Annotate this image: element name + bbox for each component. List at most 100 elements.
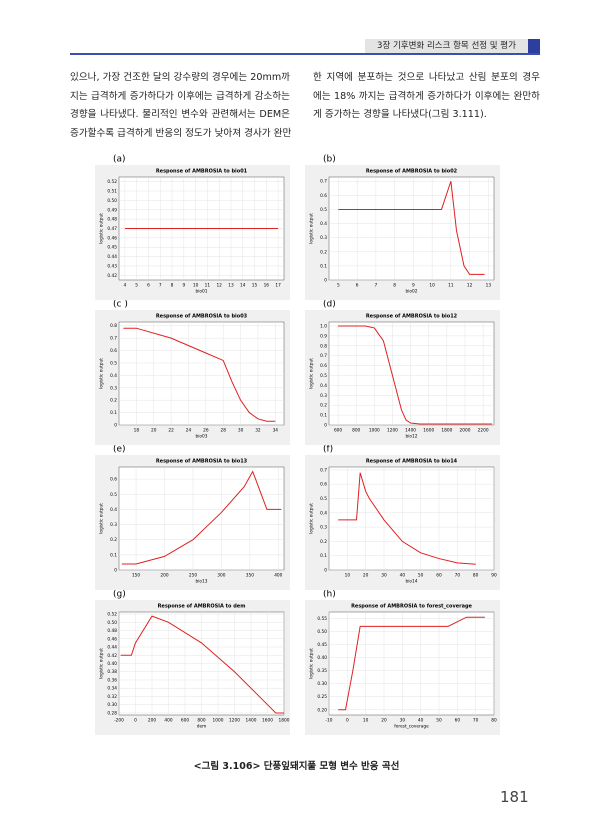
y-tick-label: 0.30 <box>107 702 117 708</box>
y-tick-label: 0.7 <box>320 179 327 185</box>
x-tick-label: 70 <box>455 573 461 579</box>
y-tick-label: 0.40 <box>107 661 117 667</box>
x-tick-label: 2200 <box>478 428 489 434</box>
x-tick-label: 5 <box>337 283 340 289</box>
y-tick-label: 0.3 <box>320 235 327 241</box>
x-tick-label: 0 <box>346 718 349 724</box>
x-axis-label: bio13 <box>195 579 207 585</box>
x-axis-label: bio14 <box>405 579 417 585</box>
x-tick-label: 20 <box>363 573 369 579</box>
y-tick-label: 0.3 <box>320 393 327 399</box>
x-tick-label: 50 <box>418 573 424 579</box>
x-tick-label: 1400 <box>246 718 257 724</box>
x-tick-label: 150 <box>132 573 140 579</box>
x-tick-label: 6 <box>147 283 150 289</box>
response-curve <box>338 472 476 565</box>
text-line: 지는 급격하게 증가하다가 이후에는 급격하게 감소하는 <box>70 90 290 102</box>
y-axis-label: logistic output <box>99 358 105 389</box>
chart-title: Response of AMBROSIA to bio02 <box>366 169 458 175</box>
y-tick-label: 0.50 <box>317 629 327 635</box>
y-axis-label: logistic output <box>309 213 315 244</box>
y-tick-label: 0.28 <box>107 710 117 716</box>
y-tick-label: 0.3 <box>320 525 327 531</box>
panel-label: (d) <box>323 300 336 310</box>
right-column: 한 지역에 분포하는 것으로 나타났고 산림 분포의 경우 에는 18% 까지는 … <box>313 69 540 125</box>
y-tick-label: 0.2 <box>110 398 117 404</box>
y-tick-label: 0.6 <box>110 348 117 354</box>
header-rule <box>70 53 540 55</box>
text-line: 에는 18% 까지는 급격하게 증가하다가 이후에는 완만하 <box>313 90 540 102</box>
y-tick-label: 0.5 <box>110 360 117 366</box>
x-axis-label: bio01 <box>195 289 207 295</box>
x-tick-label: 600 <box>181 718 189 724</box>
x-tick-label: 13 <box>486 283 492 289</box>
y-tick-label: 0.5 <box>320 207 327 213</box>
x-tick-label: 5 <box>135 283 138 289</box>
x-tick-label: 22 <box>168 428 174 434</box>
x-tick-label: 8 <box>393 283 396 289</box>
x-tick-label: 1400 <box>405 428 416 434</box>
page-number: 181 <box>500 788 529 806</box>
x-tick-label: 13 <box>228 283 234 289</box>
caption: <그림 3.106> 단풍잎돼지풀 모형 변수 반응 곡선 <box>193 761 400 772</box>
x-tick-label: 400 <box>164 718 172 724</box>
response-curve <box>338 181 485 275</box>
x-tick-label: 400 <box>274 573 282 579</box>
chart-title: Response of AMBROSIA to bio03 <box>156 314 248 320</box>
y-tick-label: 0.4 <box>320 383 327 389</box>
x-tick-label: 11 <box>448 283 454 289</box>
x-tick-label: 32 <box>255 428 261 434</box>
x-tick-label: 17 <box>275 283 281 289</box>
x-tick-label: -200 <box>114 718 124 724</box>
plot-area <box>328 466 495 571</box>
y-tick-label: 0.55 <box>317 616 327 622</box>
y-tick-label: 0 <box>114 423 117 429</box>
text-line: 게 증가하는 경향을 나타냈다(그림 3.111). <box>313 109 487 120</box>
y-tick-label: 0.45 <box>317 642 327 648</box>
x-tick-label: 20 <box>381 718 387 724</box>
plot-area <box>328 176 495 281</box>
panel-label: (h) <box>323 590 336 600</box>
x-tick-label: 14 <box>240 283 246 289</box>
y-tick-label: 0.1 <box>320 413 327 419</box>
text-line: 경향을 나타냈다. 물리적인 변수와 관련해서는 DEM은 <box>70 109 290 120</box>
x-tick-label: 2000 <box>460 428 471 434</box>
y-tick-label: 0.8 <box>320 343 327 349</box>
plot-area <box>328 321 495 426</box>
y-tick-label: 0.4 <box>110 507 117 513</box>
x-tick-label: 16 <box>264 283 270 289</box>
y-tick-label: 0.35 <box>317 668 327 674</box>
y-tick-label: 0.46 <box>107 235 117 241</box>
y-tick-label: 0.1 <box>110 410 117 416</box>
x-tick-label: 7 <box>375 283 378 289</box>
x-tick-label: 200 <box>160 573 168 579</box>
x-tick-label: 8 <box>171 283 174 289</box>
y-tick-label: 0.34 <box>107 686 117 692</box>
x-tick-label: 18 <box>134 428 140 434</box>
y-tick-label: 0.5 <box>320 373 327 379</box>
x-tick-label: 1000 <box>369 428 380 434</box>
x-tick-label: 250 <box>189 573 197 579</box>
y-tick-label: 0.25 <box>317 694 327 700</box>
y-tick-label: 0.2 <box>320 403 327 409</box>
y-tick-label: 0.50 <box>107 198 117 204</box>
x-tick-label: 60 <box>436 573 442 579</box>
response-curve <box>123 327 276 422</box>
chart: 18 20 22 24 26 28 30 32 34 0 0.1 0.2 0.3 0.4 0.5 0.6 0.7… <box>95 310 290 445</box>
x-tick-label: 15 <box>252 283 258 289</box>
y-tick-label: 0.50 <box>107 620 117 626</box>
text-line: 있으나, 가장 건조한 달의 강수량의 경우에는 20mm까 <box>70 72 290 83</box>
chart: -200 0 200 400 600 800 1000 1200 1400 1600 1800 0.2… <box>95 600 290 735</box>
y-tick-label: 0.6 <box>320 482 327 488</box>
x-tick-label: 4 <box>124 283 127 289</box>
x-tick-label: -10 <box>325 718 332 724</box>
x-tick-label: 12 <box>216 283 222 289</box>
x-tick-label: 800 <box>352 428 360 434</box>
x-tick-label: 40 <box>418 718 424 724</box>
y-tick-label: 0.1 <box>320 553 327 559</box>
y-tick-label: 0.2 <box>320 249 327 255</box>
x-tick-label: 7 <box>159 283 162 289</box>
y-tick-label: 0.2 <box>110 537 117 543</box>
